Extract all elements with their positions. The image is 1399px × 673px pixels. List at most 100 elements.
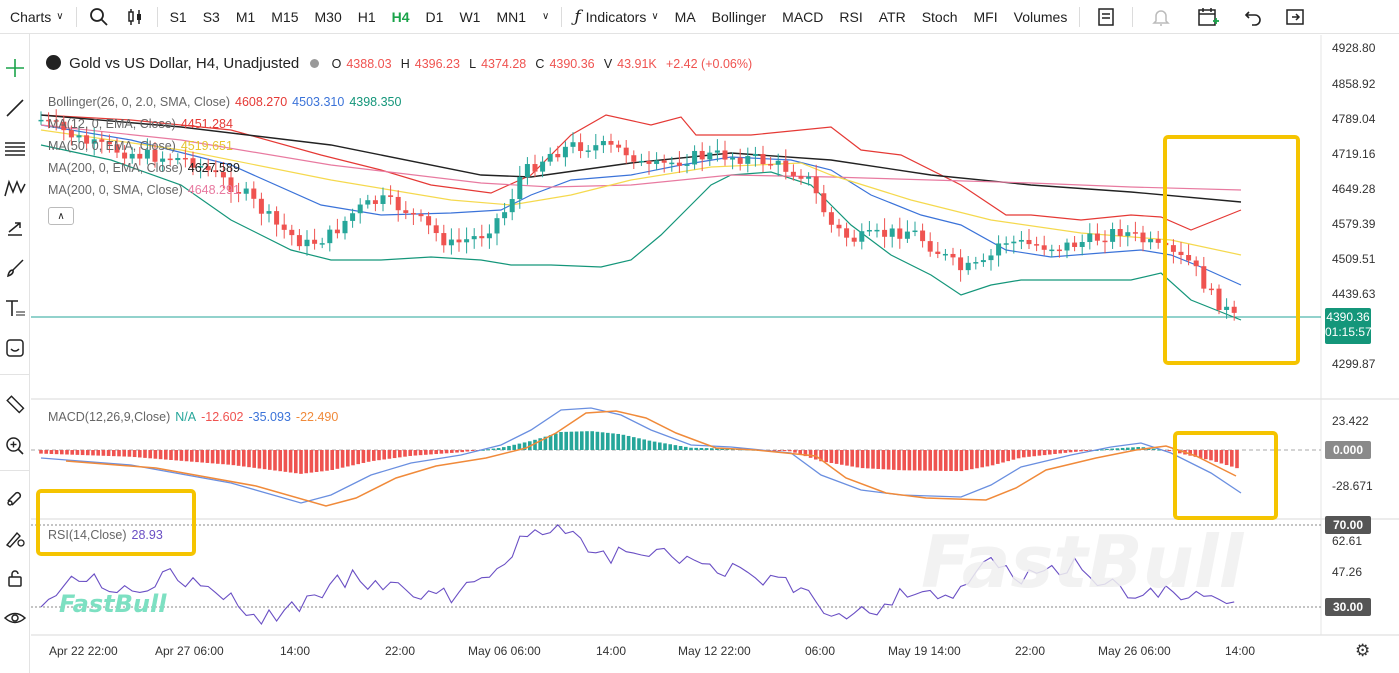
low-label: L (469, 57, 477, 71)
alert-add-icon[interactable] (1137, 0, 1185, 34)
emoji-icon[interactable] (3, 336, 27, 360)
quick-indicator-atr[interactable]: ATR (878, 8, 906, 25)
timeframe-d1[interactable]: D1 (425, 8, 444, 25)
price-axis-label: 4928.80 (1332, 41, 1376, 55)
quick-indicator-rsi[interactable]: RSI (839, 8, 863, 25)
candle-body (334, 229, 340, 234)
quick-indicator-ma[interactable]: MA (674, 8, 696, 25)
macd-histogram-bar (143, 450, 147, 458)
timeframe-m1[interactable]: M1 (235, 8, 256, 25)
top-toolbar: Charts ∨ S1 S3 M1 M15 M30 H1 H4 D1 W1 MN… (0, 0, 1399, 34)
quick-indicator-macd[interactable]: MACD (782, 8, 824, 25)
timeframe-h1[interactable]: H1 (357, 8, 376, 25)
chart-area[interactable]: FastBull FastBull Gold vs US Dollar, H4,… (31, 35, 1399, 673)
macd-histogram-bar (1037, 450, 1042, 456)
drawing-mode-icon[interactable] (3, 526, 27, 550)
timeframe-s1[interactable]: S1 (169, 8, 187, 25)
legend-rsi[interactable]: RSI(14,Close) 28.93 (48, 528, 168, 542)
ruler-icon[interactable] (3, 392, 27, 416)
macd-histogram-bar (413, 450, 418, 456)
legend-bollinger[interactable]: Bollinger(26, 0, 2.0, SMA, Close) 4608.27… (48, 95, 406, 109)
timeframe-h4[interactable]: H4 (391, 8, 410, 25)
candle-body (137, 153, 143, 159)
candle-body (1231, 306, 1237, 313)
time-axis-label: 14:00 (280, 644, 311, 658)
timeframe-m30[interactable]: M30 (314, 8, 342, 25)
legend-ma12[interactable]: MA(12, 0, EMA, Close) 4451.284 (48, 117, 238, 131)
quick-indicator-mfi[interactable]: MFI (973, 8, 998, 25)
timeframe-mn1[interactable]: MN1 (496, 8, 527, 25)
text-tool-icon[interactable] (3, 296, 27, 320)
candle-body (570, 142, 576, 147)
candle-body (1079, 242, 1085, 247)
macd-histogram-bar (788, 450, 792, 452)
candle-body (502, 212, 508, 219)
time-axis-label: 14:00 (1225, 644, 1256, 658)
high-label: H (400, 57, 410, 71)
macd-histogram-bar (257, 450, 262, 469)
quick-indicator-volumes[interactable]: Volumes (1013, 8, 1068, 25)
candle-body (1072, 242, 1078, 247)
macd-histogram-bar (902, 450, 906, 471)
macd-histogram-bar (86, 450, 90, 456)
settings-gear-icon[interactable]: ⚙ (1355, 641, 1371, 660)
candle-body (304, 239, 310, 247)
legend-ma50[interactable]: MA(50, 0, EMA, Close) 4519.651 (48, 139, 238, 153)
quick-indicator-bollinger[interactable]: Bollinger (711, 8, 767, 25)
candle-body (996, 243, 1002, 256)
chart-type-candles-icon[interactable] (117, 0, 153, 34)
macd-histogram-bar (814, 450, 818, 460)
macd-axis-label: -28.671 (1332, 479, 1373, 493)
legend-ma200-sma[interactable]: MA(200, 0, SMA, Close) 4648.291 (48, 183, 245, 197)
calendar-add-icon[interactable] (1185, 0, 1231, 34)
exit-fullscreen-icon[interactable] (1275, 0, 1315, 34)
candle-body (1102, 240, 1108, 243)
projection-icon[interactable] (3, 216, 27, 240)
candle-body (1034, 244, 1040, 246)
macd-histogram-bar (1068, 450, 1073, 453)
undo-icon[interactable] (1231, 0, 1275, 34)
crosshair-icon[interactable] (3, 56, 27, 80)
charts-menu-button[interactable]: Charts ∨ (0, 0, 72, 34)
zoom-in-icon[interactable] (3, 434, 27, 458)
candle-body (1201, 266, 1207, 289)
macd-histogram-bar (372, 450, 376, 461)
macd-histogram-bar (491, 448, 496, 450)
macd-histogram-bar (1016, 450, 1021, 459)
macd-histogram-bar (772, 450, 776, 451)
trend-line-icon[interactable] (3, 96, 27, 120)
templates-icon[interactable] (1084, 0, 1128, 34)
magnet-icon[interactable] (3, 486, 27, 510)
timeframe-m15[interactable]: M15 (271, 8, 299, 25)
time-axis-label: Apr 27 06:00 (155, 644, 224, 658)
eye-icon[interactable] (3, 606, 27, 630)
legend-ma200-ema[interactable]: MA(200, 0, EMA, Close) 4627.589 (48, 161, 245, 175)
quick-indicator-stoch[interactable]: Stoch (921, 8, 958, 25)
brush-icon[interactable] (3, 256, 27, 280)
macd-histogram-bar (80, 450, 85, 456)
candle-body (631, 155, 637, 162)
ma200-sma-value: 4648.291 (187, 183, 240, 197)
macd-histogram-bar (356, 450, 360, 465)
timeframe-more-chevron-icon[interactable]: ∨ (542, 11, 550, 22)
candle-body (768, 164, 774, 166)
horizontal-lines-icon[interactable] (3, 136, 27, 160)
candle-body (1026, 239, 1032, 245)
pattern-icon[interactable] (3, 176, 27, 200)
macd-histogram-bar (101, 450, 106, 456)
macd-histogram-bar (148, 450, 152, 459)
macd-histogram-bar (1105, 449, 1109, 451)
lock-icon[interactable] (3, 566, 27, 590)
price-chart-canvas[interactable] (31, 35, 1399, 673)
macd-histogram-bar (678, 445, 683, 450)
timeframe-s3[interactable]: S3 (202, 8, 220, 25)
candle-body (555, 153, 561, 158)
search-icon[interactable] (81, 0, 117, 34)
collapse-legend-button[interactable]: ∧ (48, 207, 74, 225)
candle-body (608, 141, 614, 145)
indicators-button[interactable]: ƒ Indicators ∨ (566, 0, 666, 34)
macd-histogram-bar (1188, 450, 1192, 456)
timeframe-w1[interactable]: W1 (459, 8, 481, 25)
macd-histogram-bar (798, 450, 802, 455)
legend-macd[interactable]: MACD(12,26,9,Close) N/A -12.602 -35.093 -22.… (48, 410, 343, 424)
